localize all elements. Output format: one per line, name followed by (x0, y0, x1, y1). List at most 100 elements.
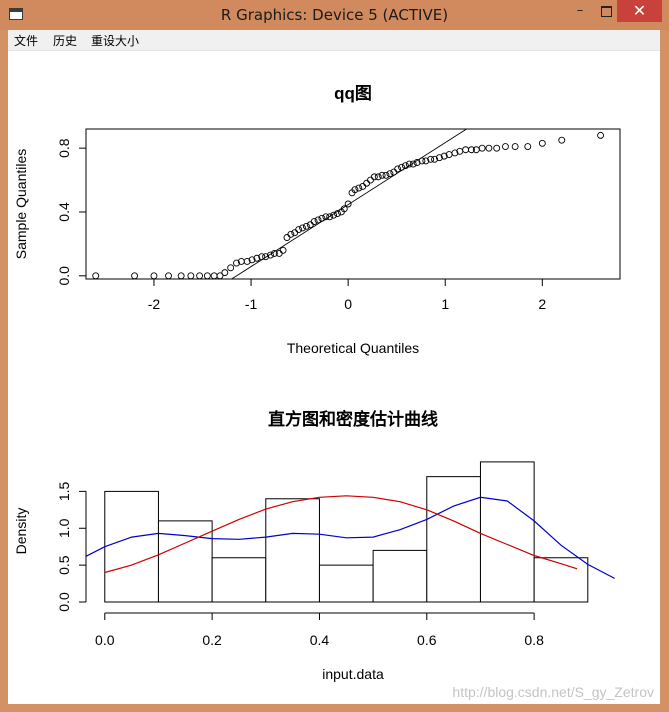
maximize-button[interactable] (591, 0, 621, 22)
menu-file[interactable]: 文件 (14, 34, 39, 48)
qq-x-axis: -2 -1 0 1 2 (148, 278, 546, 312)
qq-point (92, 272, 100, 280)
qq-point (413, 159, 421, 166)
histogram-x-tick-label: 0.8 (524, 632, 544, 648)
qq-point (394, 165, 402, 173)
plot-canvas: qq图 -2 -1 0 1 2 0.0 0.4 0.8 Theoretical Quanti… (8, 51, 660, 704)
histogram-x-tick-label: 0.0 (95, 632, 115, 648)
qq-point (390, 168, 398, 176)
menu-history[interactable]: 历史 (53, 34, 78, 48)
menu-resize[interactable]: 重设大小 (91, 34, 140, 48)
histogram-x-tick-label: 0.4 (310, 632, 330, 648)
qq-point (538, 139, 546, 147)
plot-svg: qq图 -2 -1 0 1 2 0.0 0.4 0.8 Theoretical Quanti… (13, 84, 654, 700)
qq-point (150, 272, 158, 280)
qq-x-tick-label: 1 (441, 296, 449, 312)
qq-point (291, 229, 299, 237)
qq-point (287, 230, 295, 238)
qq-point (322, 213, 330, 221)
qq-x-tick-label: -1 (245, 296, 258, 312)
qq-point (299, 224, 306, 232)
maximize-icon (600, 6, 612, 17)
qq-point (355, 184, 363, 192)
histogram-bar (157, 520, 213, 603)
qq-point (334, 210, 341, 218)
histogram-bar (426, 476, 481, 603)
histogram-x-axis: 0.0 0.2 0.4 0.6 0.8 (95, 612, 544, 648)
qq-reference-line (231, 128, 467, 280)
close-button[interactable]: ✕ (617, 0, 662, 22)
qq-point (524, 143, 532, 151)
qq-point (451, 149, 459, 157)
qq-point (177, 272, 185, 280)
qq-point (131, 272, 138, 280)
qq-line-segment (231, 128, 467, 280)
qq-point (367, 176, 374, 184)
qq-point (511, 143, 519, 151)
qq-point (597, 131, 605, 139)
qq-point (462, 146, 470, 154)
qq-point (382, 171, 390, 179)
histogram-y-axis: 0.0 0.5 1.0 1.5 (56, 481, 87, 612)
qq-point (270, 250, 278, 257)
qq-y-label: Sample Quantiles (13, 149, 29, 260)
qq-point (318, 214, 326, 222)
qq-points (92, 131, 605, 280)
qq-point (210, 272, 218, 280)
density-curve (104, 495, 578, 574)
qq-point (401, 162, 409, 170)
qq-point (363, 179, 371, 187)
qq-point (409, 160, 417, 168)
qq-point (310, 218, 318, 226)
histogram-x-label: input.data (322, 666, 384, 682)
qq-point (203, 272, 211, 280)
qq-point (440, 152, 448, 160)
window-title: R Graphics: Device 5 (ACTIVE) (220, 6, 449, 24)
histogram-bar (533, 557, 589, 603)
qq-point (405, 160, 413, 168)
qq-y-axis: 0.0 0.4 0.8 (56, 138, 87, 286)
qq-point (295, 226, 303, 233)
qq-point (340, 205, 348, 213)
qq-point (330, 211, 338, 219)
qq-point (398, 163, 405, 171)
histogram-y-tick-label: 1.0 (56, 518, 72, 538)
qq-point (378, 171, 386, 179)
qq-point (478, 144, 486, 152)
histogram-bar (104, 490, 159, 603)
qq-x-tick-label: 2 (538, 296, 546, 312)
qq-plot: qq图 -2 -1 0 1 2 0.0 0.4 0.8 Theoretical Quanti… (13, 84, 621, 356)
qq-point (374, 173, 382, 181)
qq-point (233, 259, 240, 267)
histogram-y-label: Density (13, 508, 29, 555)
qq-point (422, 157, 430, 165)
qq-point (351, 186, 359, 194)
qq-x-tick-label: 0 (344, 296, 352, 312)
qq-point (370, 173, 378, 181)
histogram-bar (479, 461, 535, 603)
minimize-button[interactable]: – (576, 3, 584, 18)
histogram-bar (265, 498, 320, 603)
histogram-bars (104, 461, 589, 603)
histogram-bar (318, 564, 374, 603)
qq-plot-box (85, 128, 621, 280)
qq-point (243, 257, 251, 265)
qq-point (196, 272, 204, 280)
qq-point (279, 246, 287, 254)
qq-x-label: Theoretical Quantiles (287, 340, 419, 356)
window-titlebar[interactable]: R Graphics: Device 5 (ACTIVE) – ✕ (0, 0, 669, 30)
qq-point (165, 272, 172, 280)
qq-point (359, 182, 367, 190)
qq-point (221, 269, 229, 277)
histogram-x-tick-label: 0.2 (202, 632, 222, 648)
qq-point (326, 213, 334, 221)
qq-point (248, 256, 256, 264)
app-window-icon[interactable] (9, 8, 23, 20)
histogram-bar (372, 549, 428, 603)
qq-point (435, 154, 443, 162)
histogram-y-tick-label: 0.5 (56, 555, 72, 575)
qq-point (302, 222, 310, 230)
qq-point (558, 136, 566, 144)
histogram-y-tick-label: 1.5 (56, 481, 72, 501)
qq-point (216, 272, 224, 280)
